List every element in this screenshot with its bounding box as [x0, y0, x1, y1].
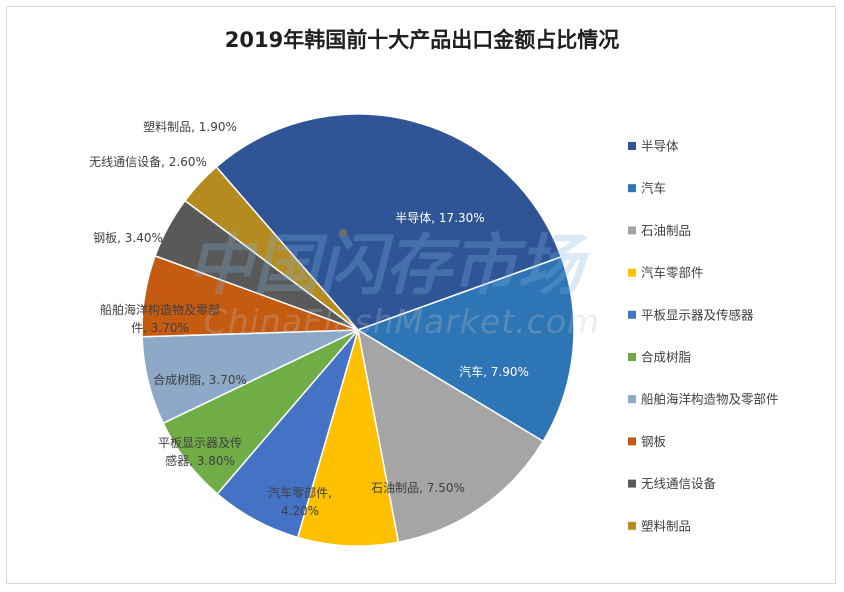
watermark-en: ChinaFlashMarket.com [204, 302, 600, 341]
watermark-cn: 中国闪存市场 [187, 227, 589, 304]
data-label-4: 汽车零部件, 4.20% [268, 485, 332, 518]
data-label-3: 石油制品, 7.50% [371, 481, 465, 495]
slice-1 [215, 113, 563, 331]
data-label-10: 塑料制品, 1.90% [143, 119, 237, 134]
data-label-9: 无线通信设备, 2.60% [89, 155, 207, 169]
marker-dot [339, 229, 347, 237]
legend: 半导体汽车石油制品汽车零部件平板显示器及传感器合成树脂船舶海洋构造物及零部件钢板… [628, 139, 779, 533]
data-label-2: 汽车, 7.90% [459, 364, 529, 379]
legend-label-4: 汽车零部件 [641, 265, 704, 280]
data-label-6: 合成树脂, 3.70% [153, 372, 247, 387]
data-label-8: 钢板, 3.40% [93, 231, 163, 245]
legend-label-10: 塑料制品 [641, 518, 691, 533]
data-label-1: 半导体, 17.30% [395, 211, 484, 225]
legend-swatch-7 [628, 395, 636, 404]
legend-label-6: 合成树脂 [641, 350, 691, 365]
legend-label-1: 半导体 [641, 139, 679, 154]
watermark: 中国闪存市场 ChinaFlashMarket.com [187, 227, 600, 341]
legend-label-7: 船舶海洋构造物及零部件 [641, 392, 779, 407]
chart-frame [6, 6, 836, 584]
slice-2 [356, 255, 575, 443]
legend-swatch-2 [628, 184, 636, 193]
legend-swatch-8 [628, 437, 636, 446]
legend-label-3: 石油制品 [641, 223, 691, 238]
legend-swatch-3 [628, 226, 636, 235]
legend-swatch-1 [628, 142, 636, 150]
chart-title: 2019年韩国前十大产品出口金额占比情况 [224, 28, 620, 52]
legend-label-8: 钢板 [641, 434, 667, 449]
pie-slices [141, 113, 575, 547]
data-label-5: 平板显示器及传感器, 3.80% [158, 435, 242, 468]
data-labels: 半导体, 17.30% 汽车, 7.90% 石油制品, 7.50% 汽车零部件, 4.2… [89, 119, 529, 518]
legend-swatch-6 [628, 353, 636, 361]
slice-4 [296, 329, 400, 547]
slice-3 [356, 328, 545, 544]
legend-swatch-5 [628, 310, 636, 319]
slice-10 [183, 165, 359, 331]
legend-swatch-10 [628, 521, 636, 530]
legend-swatch-4 [628, 268, 636, 277]
legend-label-2: 汽车 [641, 181, 666, 196]
legend-swatch-9 [628, 479, 636, 488]
legend-label-5: 平板显示器及传感器 [641, 307, 754, 322]
data-label-7: 船舶海洋构造物及零部件, 3.70% [100, 302, 220, 335]
legend-label-9: 无线通信设备 [641, 476, 717, 491]
